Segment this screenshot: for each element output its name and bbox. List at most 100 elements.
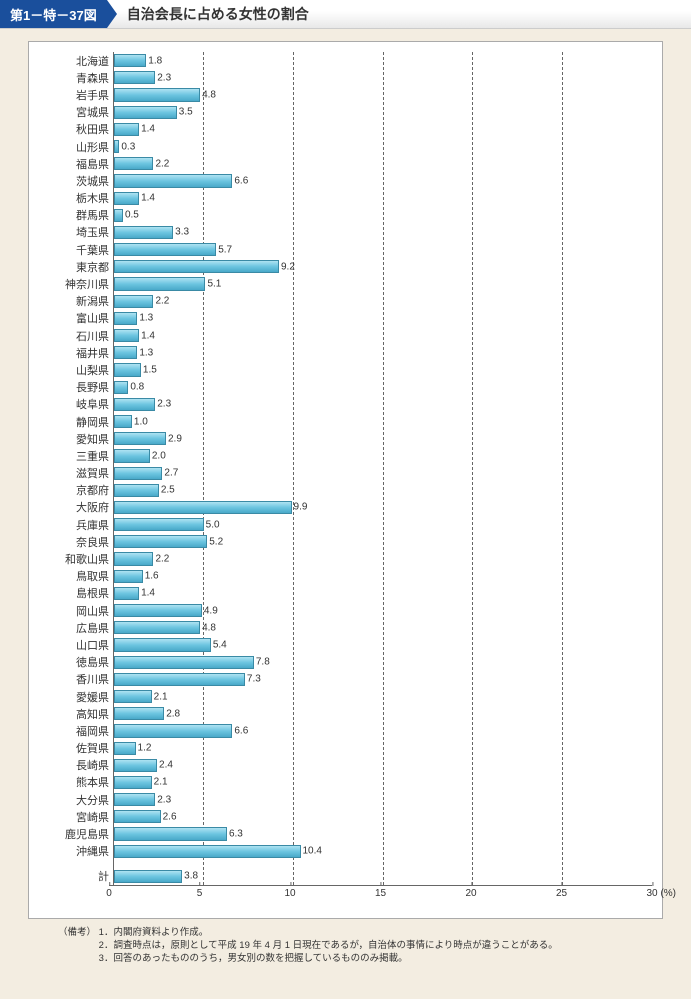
bar-value-label: 5.4 [210,639,227,650]
chart-row: 愛知県2.9 [39,430,652,447]
chart-row: 鹿児島県6.3 [39,825,652,842]
chart-row: 青森県2.3 [39,69,652,86]
footnote-line: 2．調査時点は，原則として平成 19 年 4 月 1 日現在であるが，自治体の事… [99,940,558,953]
figure-header: 第1－特－37図 自治会長に占める女性の割合 [0,0,691,29]
chart-row: 高知県2.8 [39,705,652,722]
bar: 2.7 [114,467,162,480]
bar: 3.3 [114,226,173,239]
row-plot: 1.4 [113,190,652,207]
bar-value-label: 9.9 [291,502,308,513]
row-plot: 2.7 [113,465,652,482]
bar-value-label: 5.1 [204,279,221,290]
x-tick: 25 [556,886,567,899]
row-label: 香川県 [39,671,113,687]
row-label: 熊本県 [39,774,113,790]
row-label: 岩手県 [39,87,113,103]
chart-row: 和歌山県2.2 [39,550,652,567]
row-plot: 2.1 [113,774,652,791]
chart-row: 大阪府9.9 [39,499,652,516]
row-label: 岐阜県 [39,396,113,412]
bar-value-label: 0.5 [122,210,139,221]
chart-row: 長崎県2.4 [39,757,652,774]
chart-row: 香川県 7.3 [39,671,652,688]
chart-row: 兵庫県5.0 [39,516,652,533]
bar: 2.0 [114,449,150,462]
row-label: 石川県 [39,328,113,344]
bar: 9.2 [114,260,279,273]
row-label: 愛媛県 [39,689,113,705]
row-plot: 0.8 [113,379,652,396]
row-label: 神奈川県 [39,276,113,292]
chart-row: 秋田県1.4 [39,121,652,138]
bar-value-label: 1.6 [142,571,159,582]
row-label: 和歌山県 [39,551,113,567]
row-plot: 4.8 [113,619,652,636]
bar-value-label: 4.8 [199,89,216,100]
bar: 2.2 [114,295,153,308]
bar-value-label: 2.2 [152,158,169,169]
row-label: 山口県 [39,637,113,653]
row-plot: 1.3 [113,310,652,327]
row-label: 佐賀県 [39,740,113,756]
bar: 2.8 [114,707,164,720]
bar: 5.7 [114,243,216,256]
bar-value-label: 2.7 [161,468,178,479]
footnotes: （備考） 1．内閣府資料より作成。2．調査時点は，原則として平成 19 年 4 … [58,927,691,965]
chart-row: 茨城県6.6 [39,172,652,189]
footnotes-body: 1．内閣府資料より作成。2．調査時点は，原則として平成 19 年 4 月 1 日… [99,927,558,965]
row-label: 秋田県 [39,121,113,137]
chart-row: 福岡県6.6 [39,722,652,739]
row-label: 山形県 [39,139,113,155]
bar: 5.1 [114,277,205,290]
bar-value-label: 1.4 [138,588,155,599]
x-tick: 10 [284,886,295,899]
bar-value-label: 3.8 [181,871,198,882]
chart-row: 熊本県 2.1 [39,774,652,791]
row-label: 滋賀県 [39,465,113,481]
chart-row-total: 計 3.8 [39,868,652,885]
bar-value-label: 3.3 [172,227,189,238]
row-label: 計 [39,868,113,884]
bar: 2.9 [114,432,166,445]
bar: 2.4 [114,759,157,772]
bar: 4.8 [114,621,200,634]
row-label: 北海道 [39,53,113,69]
bar-value-label: 2.6 [160,811,177,822]
row-plot: 1.0 [113,413,652,430]
bar: 3.5 [114,106,177,119]
row-plot: 5.2 [113,533,652,550]
row-plot: 7.8 [113,654,652,671]
row-label: 宮城県 [39,104,113,120]
row-label: 徳島県 [39,654,113,670]
row-plot: 3.5 [113,104,652,121]
row-plot: 6.6 [113,172,652,189]
bar-value-label: 7.3 [244,674,261,685]
bar-value-label: 4.9 [201,605,218,616]
row-label: 福井県 [39,345,113,361]
bar: 4.9 [114,604,202,617]
row-plot: 2.2 [113,550,652,567]
row-plot: 1.5 [113,361,652,378]
row-label: 埼玉県 [39,224,113,240]
bar: 0.8 [114,381,128,394]
row-plot: 1.2 [113,740,652,757]
row-plot: 1.4 [113,121,652,138]
row-label: 新潟県 [39,293,113,309]
bar: 2.1 [114,690,152,703]
row-plot: 5.1 [113,275,652,292]
bar-value-label: 1.8 [145,55,162,66]
row-label: 三重県 [39,448,113,464]
row-label: 沖縄県 [39,843,113,859]
row-plot: 7.3 [113,671,652,688]
bar: 1.8 [114,54,146,67]
chart-row: 鳥取県 1.6 [39,568,652,585]
page: 第1－特－37図 自治会長に占める女性の割合 北海道1.8青森県2.3岩手県4.… [0,0,691,985]
row-label: 群馬県 [39,207,113,223]
chart-row: 広島県4.8 [39,619,652,636]
row-label: 鳥取県 [39,568,113,584]
bar: 0.5 [114,209,123,222]
row-plot: 2.4 [113,757,652,774]
bar-value-label: 2.3 [154,399,171,410]
bar-value-label: 2.1 [151,777,168,788]
chart-row: 佐賀県1.2 [39,740,652,757]
